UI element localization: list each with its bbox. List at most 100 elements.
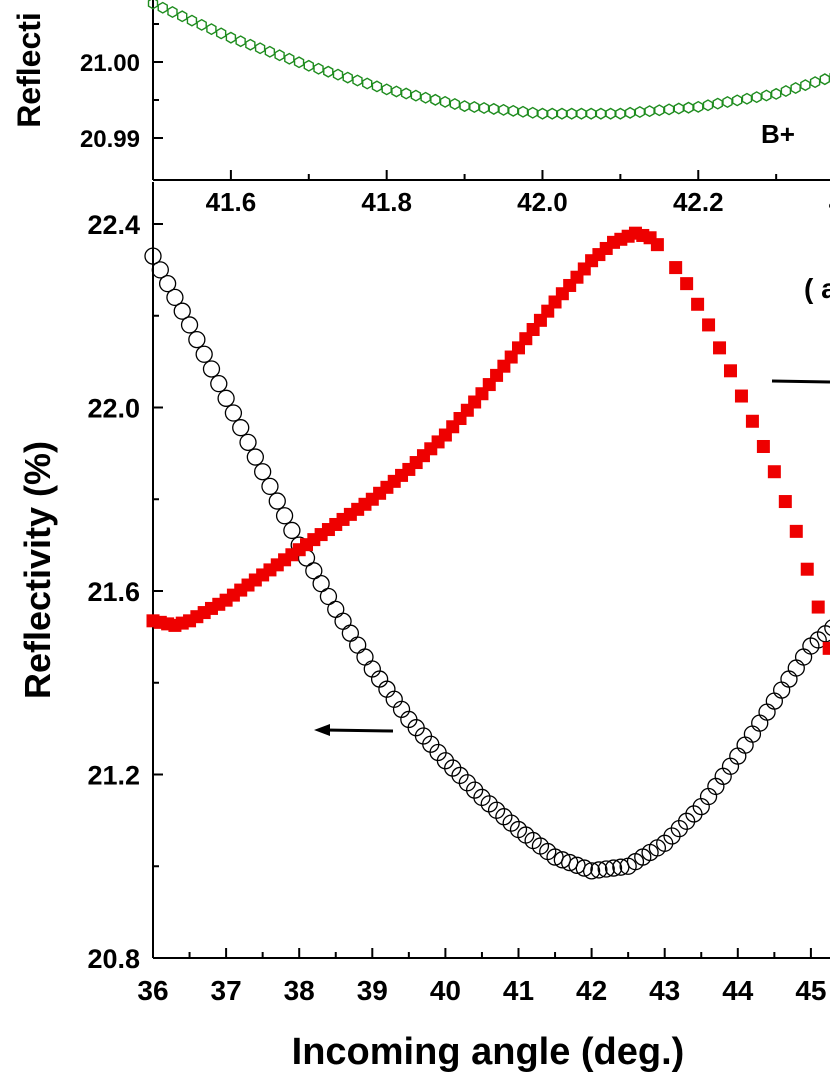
inset-data-point [693, 100, 704, 113]
inset-data-point [420, 91, 431, 104]
inset-data-point [332, 68, 344, 81]
filled-square-data-point [811, 600, 825, 614]
inset-data-point [469, 101, 480, 114]
inset-data-point [264, 45, 276, 58]
inset-x-tick-label: 42.2 [673, 187, 724, 217]
inset-data-point [323, 65, 334, 78]
inset-data-point [751, 91, 762, 104]
open-circle-data-point [758, 703, 776, 721]
open-circle-data-point [824, 619, 830, 636]
inset-data-point [186, 14, 198, 27]
main-x-tick-label: 45 [795, 975, 826, 1006]
inset-data-point [459, 100, 470, 113]
main-x-tick-label: 43 [649, 975, 680, 1006]
inset-data-point [663, 103, 675, 116]
filled-square-data-point [691, 297, 705, 311]
open-circle-data-point [582, 862, 601, 880]
filled-square-data-point [778, 495, 792, 509]
open-circle-data-point [144, 247, 162, 265]
main-y-axis-label: Reflectivity (%) [17, 441, 58, 699]
inset-data-point [488, 102, 499, 115]
open-circle-data-point [268, 492, 286, 510]
open-circle-data-point [597, 860, 615, 878]
filled-square-data-point [789, 524, 803, 538]
open-circle-data-point [327, 600, 345, 618]
main-x-tick-label: 42 [576, 975, 607, 1006]
inset-data-point [274, 49, 285, 62]
inset-data-point [449, 97, 461, 110]
inset-data-point [254, 42, 266, 55]
open-circle-data-point [349, 636, 367, 654]
inset-data-point [498, 103, 509, 116]
open-circle-data-point [736, 736, 754, 754]
open-circle-data-point [319, 587, 338, 606]
inset-data-point [809, 76, 821, 89]
filled-square-data-point [734, 389, 748, 403]
inset-data-point [215, 27, 227, 40]
inset-data-point [644, 105, 655, 118]
open-circle-data-point [239, 433, 257, 452]
inset-data-point [595, 107, 607, 120]
inset-data-point [605, 107, 616, 120]
inset-data-point [702, 99, 714, 112]
inset-data-point [235, 35, 246, 48]
open-circle-data-point [275, 507, 294, 525]
inset-data-point [196, 18, 207, 31]
inset-data-point [284, 52, 295, 65]
main-y-tick-label: 22.0 [87, 394, 140, 424]
open-circle-data-point [765, 692, 783, 710]
inset-data-point [430, 93, 441, 106]
inset-data-point [722, 95, 733, 108]
open-circle-data-point [305, 562, 323, 580]
inset-data-point [527, 106, 538, 119]
open-circle-data-point [224, 404, 243, 422]
inset-data-point [352, 74, 363, 87]
open-circle-data-point [232, 419, 250, 437]
main-x-tick-label: 41 [503, 975, 534, 1006]
filled-square-data-point [723, 364, 737, 378]
inset-data-point [547, 107, 558, 120]
inset-data-point [167, 6, 178, 19]
inset-x-tick-label: 41.6 [206, 187, 257, 217]
filled-square-data-point [650, 238, 664, 252]
open-circle-data-point [773, 681, 791, 699]
inset-data-point [157, 1, 168, 14]
open-circle-data-point [802, 637, 820, 655]
inset-data-point [303, 59, 314, 72]
main-y-tick-label: 21.6 [87, 577, 140, 607]
open-circle-data-point [158, 274, 177, 293]
inset-data-point [761, 89, 772, 102]
main-x-tick-label: 40 [430, 975, 461, 1006]
open-circle-data-point [539, 842, 557, 861]
filled-square-data-point [822, 641, 830, 655]
open-circle-data-point [590, 861, 608, 879]
inset-data-point [615, 107, 626, 120]
inset-y-tick-label: 20.99 [80, 126, 140, 153]
inset-x-tick-label: 42.0 [517, 187, 568, 217]
open-circle-data-point [334, 612, 352, 630]
open-circle-data-point [283, 521, 301, 540]
open-circle-data-point [210, 374, 228, 393]
inset-data-point [654, 104, 665, 117]
inset-data-point [147, 0, 159, 10]
inset-data-point [673, 102, 684, 115]
open-circle-data-point [604, 859, 623, 877]
inset-data-point [634, 105, 646, 118]
inset-data-point [206, 23, 217, 36]
filled-square-data-point [767, 465, 781, 479]
open-circle-data-point [356, 648, 374, 666]
main-y-tick-label: 21.2 [87, 761, 140, 791]
right-arrow-shaft [771, 379, 830, 384]
inset-data-point [556, 107, 568, 120]
inset-data-point [819, 73, 830, 86]
open-circle-data-point [312, 575, 330, 593]
left-arrow-head [314, 724, 330, 736]
inset-data-point [362, 77, 373, 90]
open-circle-data-point [341, 624, 360, 642]
filled-square-data-point [680, 277, 694, 291]
main-x-tick-label: 44 [722, 975, 754, 1006]
open-circle-data-point [751, 714, 769, 732]
filled-square-data-point [745, 414, 759, 428]
open-circle-data-point [261, 477, 279, 496]
inset-data-point [780, 84, 792, 97]
